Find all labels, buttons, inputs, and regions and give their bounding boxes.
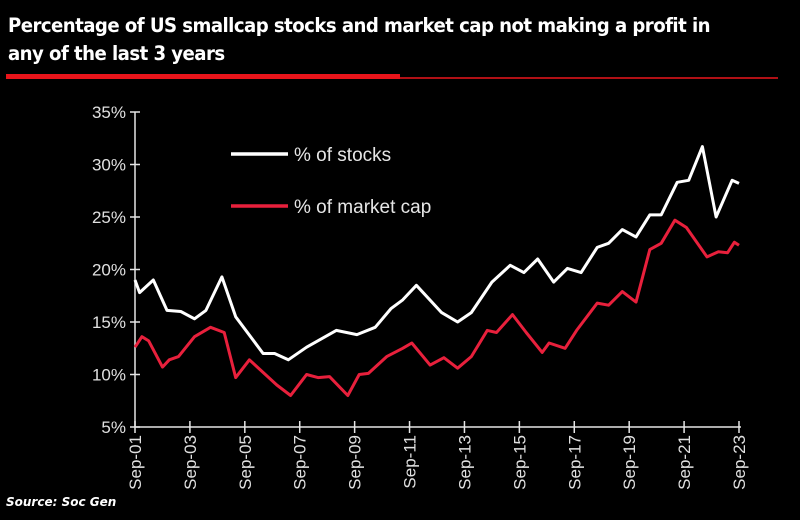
x-tick-label: Sep-19: [620, 435, 639, 490]
y-tick-label: 20%: [92, 261, 126, 280]
axes: [130, 111, 741, 433]
series-line-stocks: [133, 145, 740, 362]
x-tick-label: Sep-09: [346, 435, 365, 490]
y-tick-label: 10%: [92, 366, 126, 385]
legend: % of stocks % of market cap: [231, 145, 431, 218]
x-tick-label: Sep-21: [675, 435, 694, 490]
x-tick-labels: Sep-01 Sep-03 Sep-05 Sep-07 Sep-09 Sep-11 Sep-…: [126, 435, 749, 490]
x-tick-label: Sep-05: [236, 435, 255, 490]
x-tick-label: Sep-01: [126, 435, 145, 490]
x-tick-label: Sep-13: [455, 435, 474, 490]
y-tick-label: 25%: [92, 208, 126, 227]
legend-label: % of stocks: [294, 145, 391, 166]
legend-label: % of market cap: [294, 197, 431, 218]
y-tick-label: 5%: [101, 418, 126, 437]
x-tick-label: Sep-23: [730, 435, 749, 490]
series-lines: [133, 145, 740, 397]
x-tick-label: Sep-07: [291, 435, 310, 490]
series-line-market-cap: [133, 218, 740, 397]
x-tick-label: Sep-17: [565, 435, 584, 490]
title-divider: [400, 77, 778, 79]
x-tick-label: Sep-15: [510, 435, 529, 490]
chart-title: Percentage of US smallcap stocks and mar…: [8, 14, 711, 65]
y-tick-label: 30%: [92, 156, 126, 175]
title-accent-rule: [6, 74, 400, 79]
y-tick-label: 35%: [92, 103, 126, 122]
y-tick-label: 15%: [92, 313, 126, 332]
y-tick-labels: 5% 10% 15% 20% 25% 30% 35%: [92, 103, 126, 437]
x-tick-label: Sep-11: [401, 435, 420, 489]
source-note: Source: Soc Gen: [6, 495, 117, 509]
x-tick-label: Sep-03: [181, 435, 200, 490]
